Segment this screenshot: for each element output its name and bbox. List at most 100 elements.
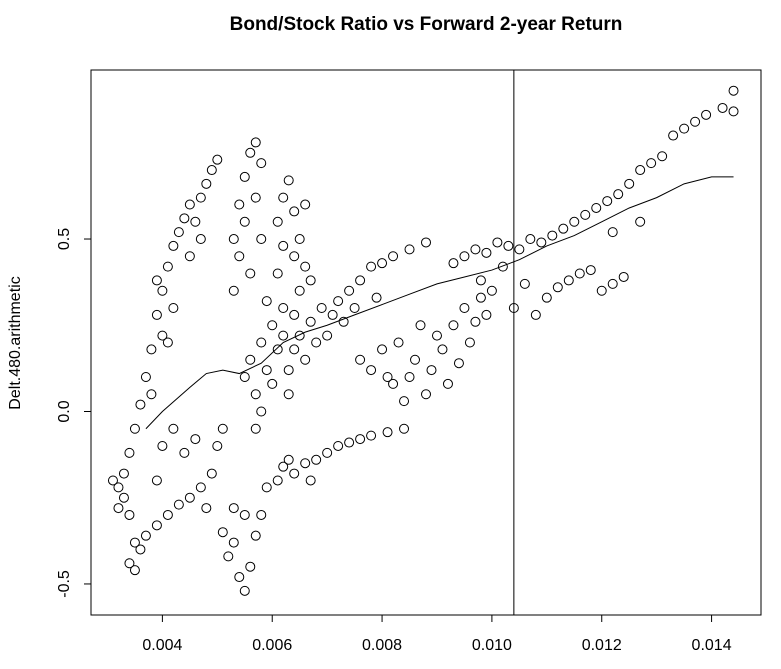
point [305, 275, 316, 286]
point [728, 106, 739, 117]
point [162, 509, 173, 520]
x-tick-label: 0.006 [252, 637, 292, 654]
point [140, 371, 151, 382]
point [250, 192, 261, 203]
point [349, 303, 360, 314]
point [239, 509, 250, 520]
point [459, 303, 470, 314]
point [239, 216, 250, 227]
point [228, 537, 239, 548]
point [618, 271, 629, 282]
point [333, 440, 344, 451]
point [168, 240, 179, 251]
point [519, 278, 530, 289]
point [151, 275, 162, 286]
point [300, 261, 311, 272]
point [366, 365, 377, 376]
point [146, 389, 157, 400]
point [322, 447, 333, 458]
point [327, 309, 338, 320]
point [157, 440, 168, 451]
point [184, 251, 195, 262]
y-tick-label: 0.5 [56, 228, 73, 250]
point [283, 175, 294, 186]
point [525, 234, 536, 245]
point [421, 389, 431, 400]
point [300, 458, 311, 469]
point [388, 378, 399, 389]
point [437, 344, 448, 355]
point [245, 147, 256, 158]
point [151, 309, 162, 320]
point [140, 530, 151, 541]
point [129, 537, 140, 548]
point [228, 285, 239, 296]
point [239, 171, 250, 182]
point [300, 354, 311, 365]
point [399, 423, 410, 434]
point [431, 330, 442, 341]
point [278, 303, 289, 314]
y-tick-label: 0.0 [56, 400, 73, 422]
point [289, 206, 300, 217]
point [283, 365, 294, 376]
point [278, 192, 289, 203]
point [212, 440, 223, 451]
point [355, 434, 366, 445]
point [613, 189, 624, 200]
point [547, 230, 558, 241]
point [552, 282, 563, 293]
point [190, 216, 201, 227]
point [283, 454, 294, 465]
chart-title: Bond/Stock Ratio vs Forward 2-year Retur… [230, 14, 623, 35]
point [459, 251, 470, 262]
point [168, 303, 179, 314]
point [624, 178, 635, 189]
point [574, 268, 585, 279]
x-tick-label: 0.008 [362, 637, 402, 654]
point [118, 468, 129, 479]
point [475, 275, 486, 286]
point [404, 244, 415, 255]
point [261, 365, 272, 376]
point [113, 503, 124, 514]
point [448, 320, 459, 331]
point [179, 447, 190, 458]
point [503, 240, 514, 251]
point [668, 130, 679, 141]
point [124, 558, 135, 569]
point [415, 320, 426, 331]
plot-frame [90, 69, 762, 616]
point [421, 237, 431, 248]
point [470, 316, 481, 327]
point [393, 337, 404, 348]
point [294, 330, 305, 341]
point [289, 309, 300, 320]
point [289, 344, 300, 355]
point [245, 561, 256, 572]
point [305, 475, 316, 486]
point [371, 292, 382, 303]
point [212, 154, 223, 165]
point [563, 275, 574, 286]
point [250, 389, 261, 400]
point [157, 285, 168, 296]
point [217, 423, 228, 434]
point [250, 530, 261, 541]
point [355, 354, 366, 365]
point [294, 285, 305, 296]
point [344, 437, 355, 448]
point [607, 227, 618, 238]
point [388, 251, 399, 262]
point [596, 285, 607, 296]
point [448, 258, 459, 269]
point [278, 330, 289, 341]
point [223, 551, 234, 562]
point [410, 354, 421, 365]
point [497, 261, 508, 272]
point [646, 158, 657, 169]
point [481, 309, 492, 320]
point [228, 503, 239, 514]
point [728, 85, 739, 96]
